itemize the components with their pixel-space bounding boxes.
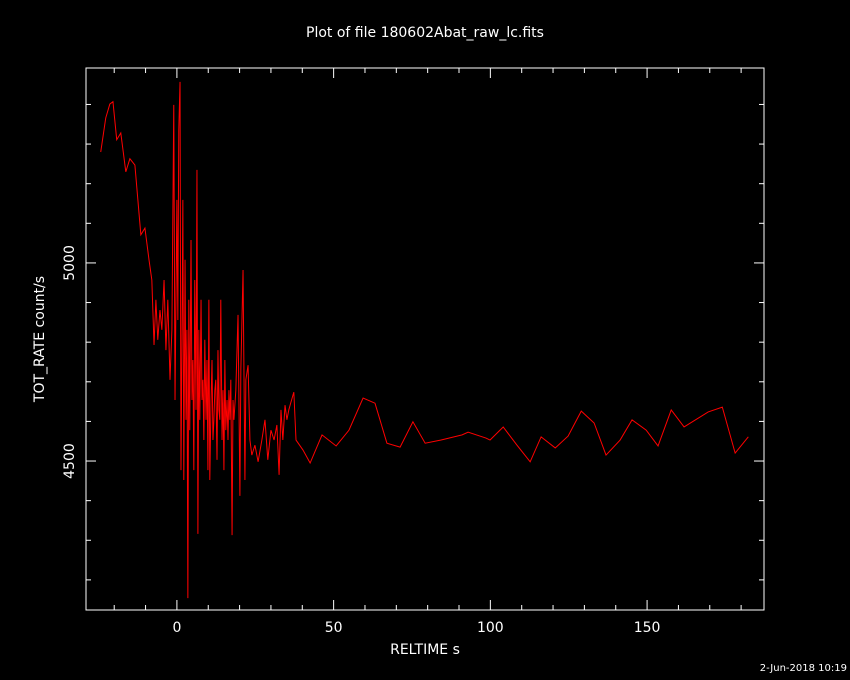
x-tick-label: 50 (325, 620, 343, 636)
x-tick-label: 0 (172, 620, 181, 636)
y-axis-label: TOT_RATE count/s (32, 276, 48, 403)
chart-title: Plot of file 180602Abat_raw_lc.fits (306, 25, 544, 41)
x-axis-label: RELTIME s (390, 642, 460, 658)
timestamp: 2-Jun-2018 10:19 (760, 663, 847, 674)
y-tick-label: 5000 (62, 245, 78, 281)
plot-frame (85, 67, 765, 611)
y-tick-label: 4500 (62, 443, 78, 479)
x-tick-label: 100 (477, 620, 504, 636)
light-curve (100, 81, 749, 599)
x-tick-label: 150 (634, 620, 661, 636)
